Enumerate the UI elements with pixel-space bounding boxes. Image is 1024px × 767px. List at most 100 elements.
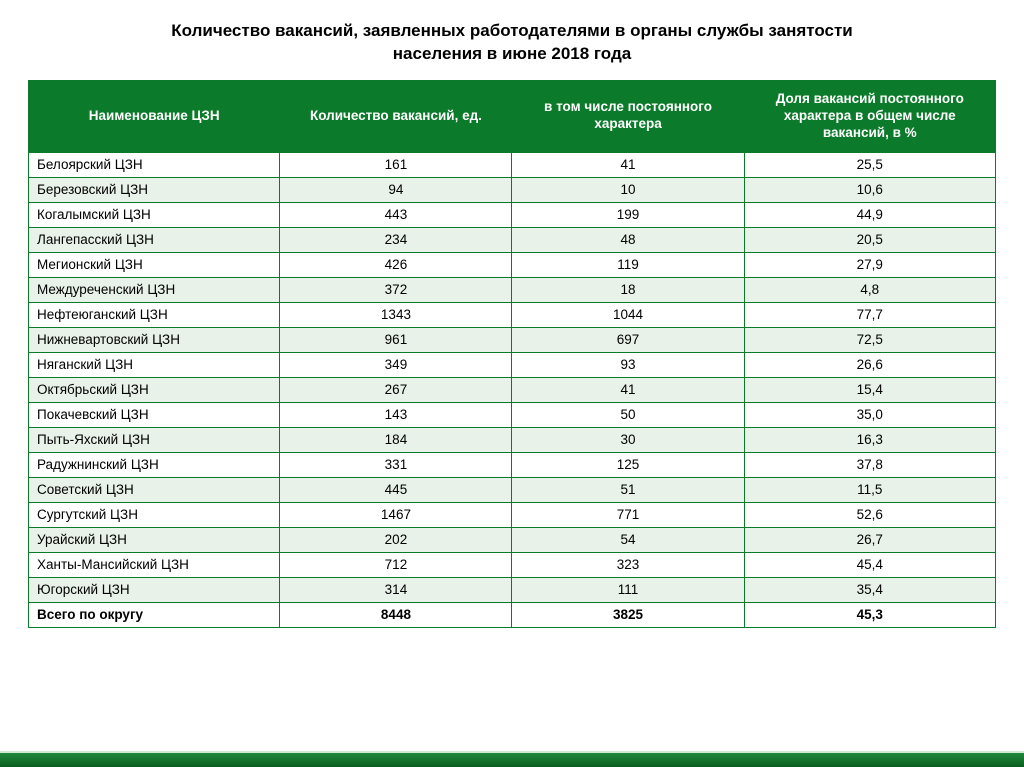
cell-qty: 331 [280, 452, 512, 477]
table-row: Когалымский ЦЗН44319944,9 [29, 202, 996, 227]
cell-perm: 48 [512, 227, 744, 252]
cell-name: Урайский ЦЗН [29, 527, 280, 552]
cell-pct: 37,8 [744, 452, 995, 477]
cell-pct: 35,0 [744, 402, 995, 427]
cell-perm: 125 [512, 452, 744, 477]
cell-name: Мегионский ЦЗН [29, 252, 280, 277]
table-row: Лангепасский ЦЗН2344820,5 [29, 227, 996, 252]
cell-qty: 143 [280, 402, 512, 427]
cell-pct: 15,4 [744, 377, 995, 402]
cell-perm: 93 [512, 352, 744, 377]
cell-name: Няганский ЦЗН [29, 352, 280, 377]
cell-total-name: Всего по округу [29, 602, 280, 627]
cell-name: Междуреченский ЦЗН [29, 277, 280, 302]
table-row: Урайский ЦЗН2025426,7 [29, 527, 996, 552]
table-row: Покачевский ЦЗН1435035,0 [29, 402, 996, 427]
cell-qty: 372 [280, 277, 512, 302]
title-line-2: населения в июне 2018 года [393, 44, 631, 63]
cell-perm: 41 [512, 377, 744, 402]
cell-qty: 443 [280, 202, 512, 227]
cell-qty: 234 [280, 227, 512, 252]
cell-name: Советский ЦЗН [29, 477, 280, 502]
cell-perm: 10 [512, 177, 744, 202]
table-row: Югорский ЦЗН31411135,4 [29, 577, 996, 602]
table-row: Октябрьский ЦЗН2674115,4 [29, 377, 996, 402]
cell-qty: 161 [280, 152, 512, 177]
table-row: Междуреченский ЦЗН372184,8 [29, 277, 996, 302]
cell-name: Лангепасский ЦЗН [29, 227, 280, 252]
cell-qty: 267 [280, 377, 512, 402]
cell-qty: 445 [280, 477, 512, 502]
table-total-row: Всего по округу8448382545,3 [29, 602, 996, 627]
cell-qty: 1467 [280, 502, 512, 527]
table-row: Нижневартовский ЦЗН96169772,5 [29, 327, 996, 352]
cell-pct: 4,8 [744, 277, 995, 302]
cell-qty: 1343 [280, 302, 512, 327]
footer-accent-bar [0, 751, 1024, 767]
cell-pct: 45,4 [744, 552, 995, 577]
page-title: Количество вакансий, заявленных работода… [28, 20, 996, 66]
cell-name: Нижневартовский ЦЗН [29, 327, 280, 352]
cell-pct: 20,5 [744, 227, 995, 252]
cell-pct: 35,4 [744, 577, 995, 602]
cell-perm: 18 [512, 277, 744, 302]
cell-qty: 94 [280, 177, 512, 202]
cell-perm: 697 [512, 327, 744, 352]
cell-pct: 25,5 [744, 152, 995, 177]
cell-name: Югорский ЦЗН [29, 577, 280, 602]
cell-pct: 77,7 [744, 302, 995, 327]
cell-name: Ханты-Мансийский ЦЗН [29, 552, 280, 577]
cell-perm: 50 [512, 402, 744, 427]
cell-qty: 426 [280, 252, 512, 277]
cell-pct: 72,5 [744, 327, 995, 352]
vacancies-table: Наименование ЦЗН Количество вакансий, ед… [28, 80, 996, 628]
cell-perm: 323 [512, 552, 744, 577]
col-header-name: Наименование ЦЗН [29, 80, 280, 152]
table-row: Нефтеюганский ЦЗН1343104477,7 [29, 302, 996, 327]
col-header-qty: Количество вакансий, ед. [280, 80, 512, 152]
table-row: Белоярский ЦЗН1614125,5 [29, 152, 996, 177]
table-row: Ханты-Мансийский ЦЗН71232345,4 [29, 552, 996, 577]
cell-perm: 41 [512, 152, 744, 177]
cell-perm: 199 [512, 202, 744, 227]
cell-perm: 111 [512, 577, 744, 602]
cell-name: Покачевский ЦЗН [29, 402, 280, 427]
cell-qty: 712 [280, 552, 512, 577]
cell-pct: 26,6 [744, 352, 995, 377]
cell-qty: 314 [280, 577, 512, 602]
cell-perm: 30 [512, 427, 744, 452]
cell-name: Когалымский ЦЗН [29, 202, 280, 227]
title-line-1: Количество вакансий, заявленных работода… [171, 21, 853, 40]
cell-total-perm: 3825 [512, 602, 744, 627]
cell-pct: 10,6 [744, 177, 995, 202]
table-row: Няганский ЦЗН3499326,6 [29, 352, 996, 377]
cell-qty: 349 [280, 352, 512, 377]
table-row: Советский ЦЗН4455111,5 [29, 477, 996, 502]
col-header-pct: Доля вакансий постоянного характера в об… [744, 80, 995, 152]
cell-pct: 52,6 [744, 502, 995, 527]
cell-name: Радужнинский ЦЗН [29, 452, 280, 477]
table-row: Сургутский ЦЗН146777152,6 [29, 502, 996, 527]
cell-pct: 11,5 [744, 477, 995, 502]
cell-pct: 16,3 [744, 427, 995, 452]
cell-pct: 27,9 [744, 252, 995, 277]
cell-name: Сургутский ЦЗН [29, 502, 280, 527]
table-row: Радужнинский ЦЗН33112537,8 [29, 452, 996, 477]
cell-pct: 44,9 [744, 202, 995, 227]
table-row: Мегионский ЦЗН42611927,9 [29, 252, 996, 277]
cell-name: Белоярский ЦЗН [29, 152, 280, 177]
cell-name: Пыть-Яхский ЦЗН [29, 427, 280, 452]
cell-total-pct: 45,3 [744, 602, 995, 627]
cell-perm: 54 [512, 527, 744, 552]
col-header-perm: в том числе постоянного характера [512, 80, 744, 152]
cell-total-qty: 8448 [280, 602, 512, 627]
table-row: Березовский ЦЗН941010,6 [29, 177, 996, 202]
cell-name: Нефтеюганский ЦЗН [29, 302, 280, 327]
table-header-row: Наименование ЦЗН Количество вакансий, ед… [29, 80, 996, 152]
cell-qty: 961 [280, 327, 512, 352]
cell-pct: 26,7 [744, 527, 995, 552]
cell-perm: 771 [512, 502, 744, 527]
cell-perm: 51 [512, 477, 744, 502]
cell-name: Октябрьский ЦЗН [29, 377, 280, 402]
cell-name: Березовский ЦЗН [29, 177, 280, 202]
